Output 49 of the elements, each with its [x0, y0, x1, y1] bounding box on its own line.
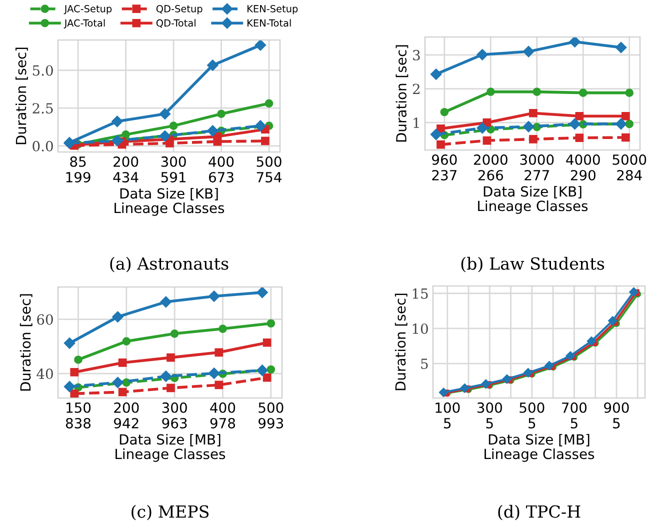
x-tick-label: 400 673 — [208, 156, 234, 182]
y-tick-label: 60 — [37, 314, 53, 325]
y-tick-label: 15 — [412, 288, 428, 299]
y-tick-label: 5.0 — [32, 65, 53, 76]
y-axis-title: Duration [sec] — [394, 294, 408, 390]
x-tick-label: 85 199 — [66, 156, 90, 182]
y-tick-label: 2.5 — [32, 103, 53, 114]
x-tick-label: 960 237 — [432, 154, 457, 180]
legend-label: KEN-Setup — [248, 5, 298, 14]
x-axis-title: Data Size [KB] Lineage Classes — [114, 188, 224, 216]
x-tick-label: 700 5 — [562, 402, 587, 428]
y-tick-label: 3 — [413, 50, 420, 60]
x-tick-label: 300 591 — [161, 156, 186, 182]
y-axis-title: Duration [sec] — [16, 48, 28, 144]
text: (b) Law Students — [461, 256, 604, 272]
y-axis-title: Duration [sec] — [20, 294, 32, 391]
y-tick-label: 5 — [421, 358, 428, 370]
x-tick-label: 150 838 — [66, 402, 91, 428]
x-tick-label: 5000 284 — [612, 154, 646, 180]
x-tick-label: 900 5 — [604, 402, 629, 428]
text: (c) MEPS — [132, 504, 209, 520]
x-tick-label: 300 963 — [162, 402, 187, 428]
x-tick-label: 500 993 — [258, 402, 284, 428]
x-tick-label: 200 434 — [113, 156, 138, 182]
x-axis-title: Data Size [MB] Lineage Classes — [484, 434, 594, 462]
y-tick-label: 40 — [36, 368, 53, 380]
x-tick-label: 4000 290 — [566, 154, 600, 180]
y-tick-label: 2 — [412, 84, 420, 94]
legend-label: QD-Total — [156, 19, 196, 28]
x-tick-label: 3000 277 — [520, 154, 554, 180]
x-tick-label: 500 5 — [520, 402, 544, 428]
text: (a) Astronauts — [110, 256, 228, 272]
x-tick-label: 500 754 — [256, 156, 282, 182]
x-tick-label: 400 978 — [210, 402, 236, 428]
legend-label: JAC-Total — [64, 19, 105, 28]
text: (d) TPC-H — [498, 504, 580, 520]
x-tick-label: 100 5 — [436, 402, 460, 428]
y-axis-title: Duration [sec] — [396, 45, 408, 142]
legend-label: QD-Setup — [156, 5, 202, 14]
legend-label: KEN-Total — [248, 19, 291, 27]
y-tick-label: 10 — [412, 323, 428, 334]
x-axis-title: Data Size [MB] Lineage Classes — [116, 434, 226, 462]
y-tick-label: 1 — [414, 118, 419, 128]
x-axis-title: Data Size [KB] Lineage Classes — [478, 186, 588, 214]
x-tick-label: 200 942 — [114, 402, 139, 428]
legend-label: JAC-Setup — [64, 5, 112, 14]
y-tick-label: 0.0 — [32, 140, 53, 152]
x-tick-label: 300 5 — [477, 402, 502, 428]
x-tick-label: 2000 266 — [474, 154, 508, 180]
